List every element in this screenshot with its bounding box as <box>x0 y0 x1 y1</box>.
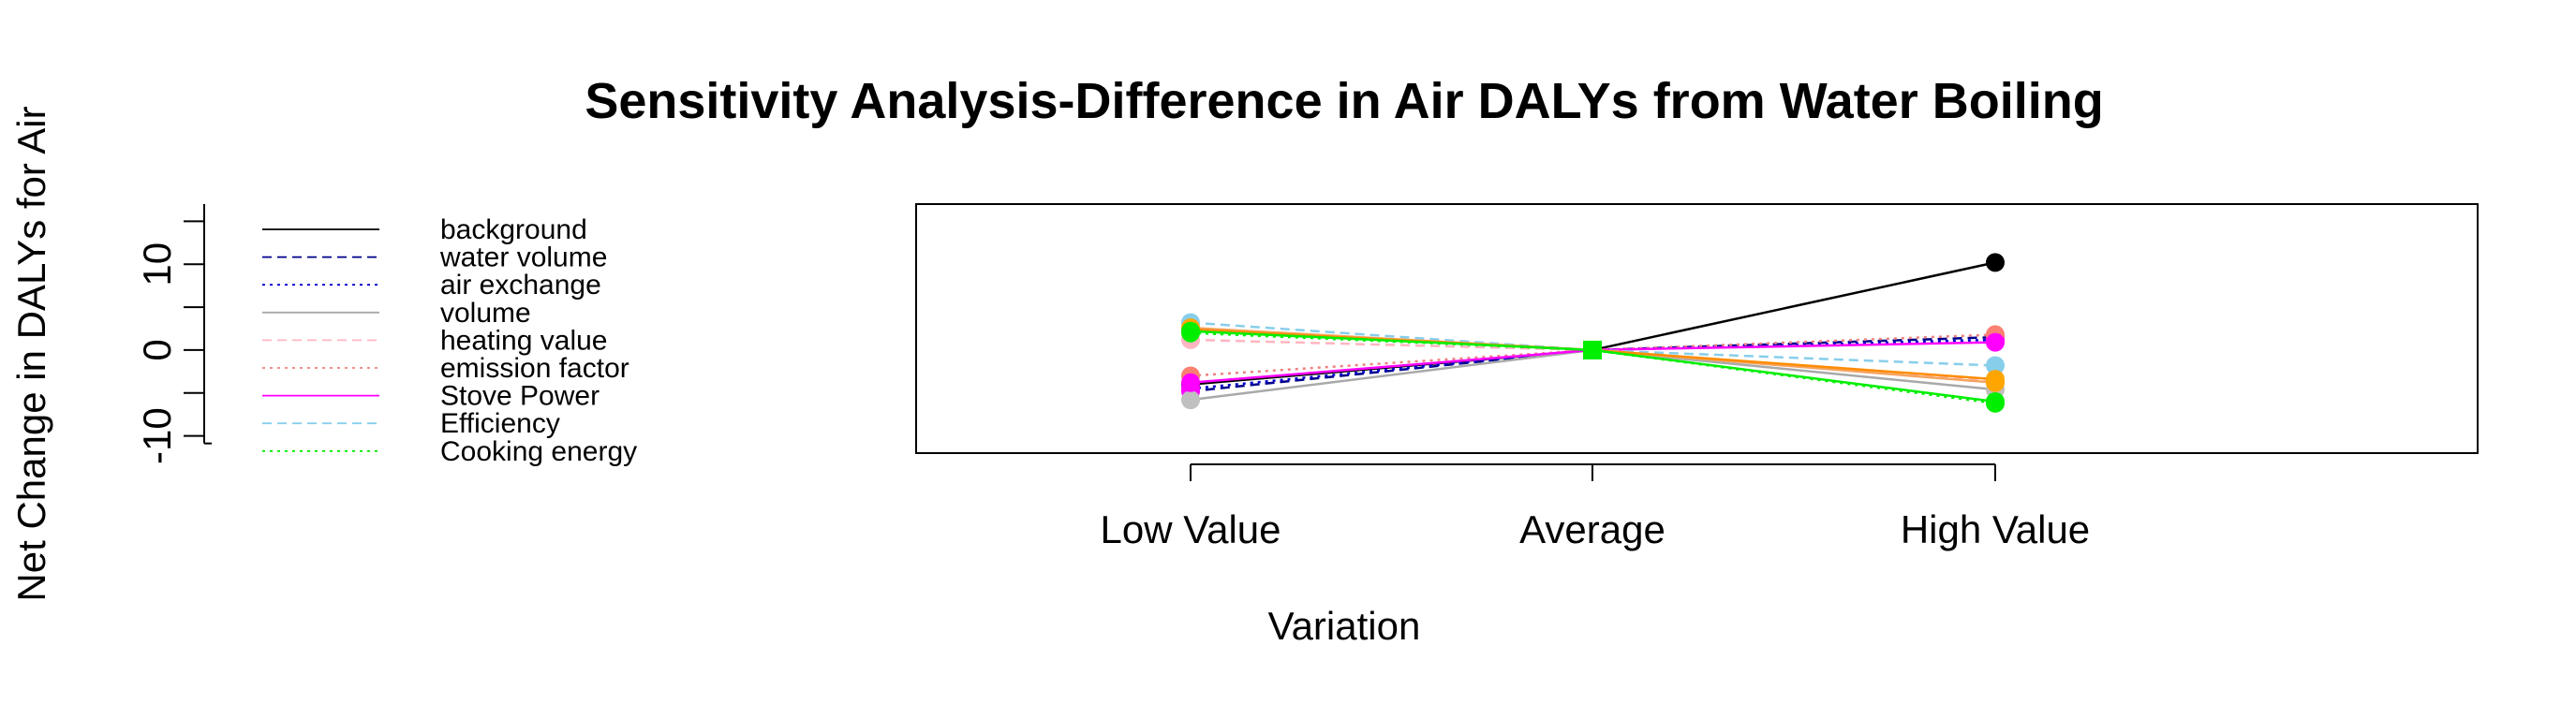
x-axis-label: Variation <box>1268 604 1421 648</box>
data-point <box>1181 321 1200 341</box>
chart-title: Sensitivity Analysis-Difference in Air D… <box>585 73 2103 129</box>
data-point <box>1181 373 1200 392</box>
x-tick-label: Average <box>1519 507 1666 551</box>
x-tick-label: High Value <box>1901 507 2090 551</box>
legend-label: Stove Power <box>440 381 600 412</box>
data-point <box>1986 356 2005 375</box>
legend-label: heating value <box>440 325 607 356</box>
data-point <box>1181 390 1200 410</box>
y-tick-label: 0 <box>135 339 179 360</box>
legend-label: water volume <box>439 242 607 273</box>
legend-label: volume <box>440 298 531 329</box>
data-point <box>1986 391 2005 411</box>
y-axis: -10 0 10 <box>135 204 212 464</box>
legend-label: Efficiency <box>440 408 560 439</box>
x-axis: Low Value Average High Value <box>1100 463 2090 551</box>
legend-label: Cooking energy <box>440 436 637 467</box>
y-axis-label: Net Change in DALYs for Air <box>9 106 53 601</box>
plot-area <box>915 203 2479 454</box>
data-point <box>1986 370 2005 389</box>
data-point <box>1986 332 2005 352</box>
series-markers <box>1181 253 2005 413</box>
series-lines <box>1190 261 1996 405</box>
x-tick-label: Low Value <box>1100 507 1281 551</box>
legend-label: air exchange <box>440 270 601 301</box>
plot-box <box>915 203 2479 454</box>
y-tick-label: 10 <box>135 242 179 286</box>
average-point <box>1583 340 1602 359</box>
legend-label: background <box>440 214 587 245</box>
series-line <box>1190 261 1996 386</box>
legend-label: emission factor <box>440 353 629 384</box>
y-tick-label: -10 <box>135 407 179 464</box>
data-point <box>1986 253 2005 272</box>
